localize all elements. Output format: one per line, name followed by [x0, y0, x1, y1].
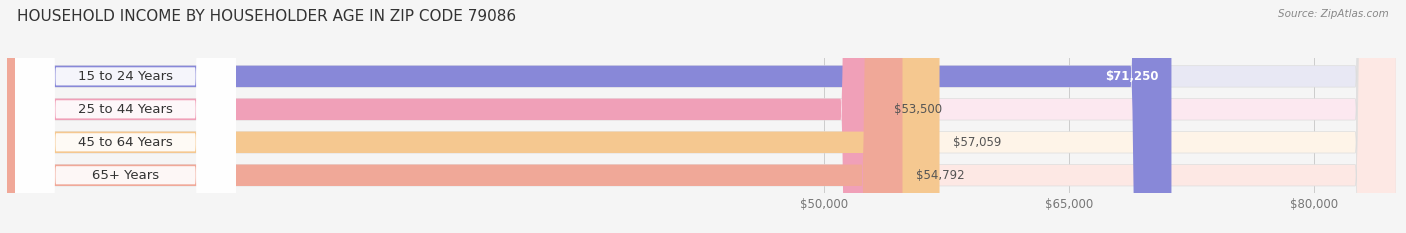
Text: 45 to 64 Years: 45 to 64 Years: [79, 136, 173, 149]
Text: Source: ZipAtlas.com: Source: ZipAtlas.com: [1278, 9, 1389, 19]
FancyBboxPatch shape: [7, 0, 1396, 233]
FancyBboxPatch shape: [7, 0, 1396, 233]
FancyBboxPatch shape: [15, 0, 236, 233]
Text: HOUSEHOLD INCOME BY HOUSEHOLDER AGE IN ZIP CODE 79086: HOUSEHOLD INCOME BY HOUSEHOLDER AGE IN Z…: [17, 9, 516, 24]
FancyBboxPatch shape: [7, 0, 903, 233]
FancyBboxPatch shape: [7, 0, 882, 233]
FancyBboxPatch shape: [7, 0, 939, 233]
Text: $54,792: $54,792: [915, 169, 965, 182]
FancyBboxPatch shape: [15, 0, 236, 233]
Text: $71,250: $71,250: [1105, 70, 1159, 83]
Text: $53,500: $53,500: [894, 103, 942, 116]
FancyBboxPatch shape: [7, 0, 1396, 233]
Text: 25 to 44 Years: 25 to 44 Years: [79, 103, 173, 116]
FancyBboxPatch shape: [7, 0, 1171, 233]
Text: 15 to 24 Years: 15 to 24 Years: [77, 70, 173, 83]
FancyBboxPatch shape: [15, 0, 236, 233]
Text: $57,059: $57,059: [953, 136, 1001, 149]
FancyBboxPatch shape: [15, 0, 236, 233]
Text: 65+ Years: 65+ Years: [91, 169, 159, 182]
FancyBboxPatch shape: [7, 0, 1396, 233]
